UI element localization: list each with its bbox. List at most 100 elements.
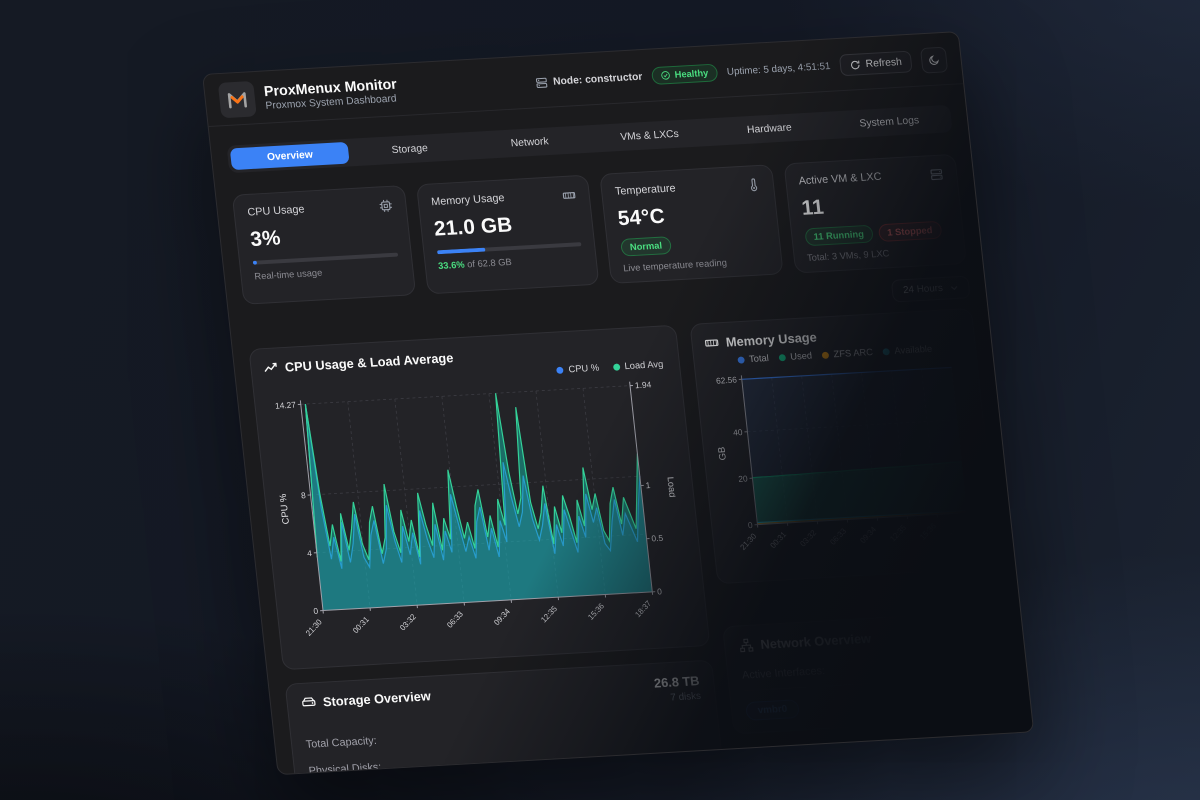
tab-network[interactable]: Network — [470, 128, 590, 156]
memory-value: 21.0 GB — [432, 213, 514, 241]
trend-up-icon — [264, 362, 277, 372]
svg-text:1: 1 — [645, 480, 651, 490]
svg-text:06:33: 06:33 — [445, 609, 465, 630]
server-stack-icon — [930, 169, 943, 181]
storage-capacity-value: 26.8 TB — [653, 673, 701, 691]
memory-card-title: Memory Usage — [430, 192, 506, 209]
svg-text:18:37: 18:37 — [633, 599, 653, 619]
tab-vms-lxcs[interactable]: VMs & LXCs — [589, 121, 709, 149]
svg-text:03:32: 03:32 — [798, 528, 818, 548]
svg-text:8: 8 — [300, 490, 306, 500]
svg-text:00:31: 00:31 — [351, 615, 371, 635]
tab-hardware[interactable]: Hardware — [709, 115, 829, 143]
memory-chart-card: Memory Usage Total Used ZFS ARC Available 0… — [689, 307, 1000, 585]
cpu-subtitle: Real-time usage — [253, 267, 323, 283]
refresh-button[interactable]: Refresh — [839, 50, 913, 77]
svg-text:0: 0 — [657, 586, 663, 596]
health-badge: Healthy — [651, 63, 719, 85]
node-info: Node: constructor — [535, 70, 643, 89]
moon-icon — [929, 55, 939, 65]
temperature-value: 54°C — [616, 204, 666, 231]
server-icon — [536, 77, 548, 88]
dashboard-window: ProxMenux Monitor Proxmox System Dashboa… — [202, 31, 1035, 776]
svg-text:20: 20 — [738, 473, 749, 484]
svg-text:12:35: 12:35 — [539, 604, 559, 625]
chevron-down-icon — [983, 590, 991, 595]
uptime-text: Uptime: 5 days, 4:51:51 — [726, 60, 832, 78]
svg-text:4: 4 — [307, 548, 313, 558]
temperature-card-title: Temperature — [614, 182, 677, 198]
svg-text:1.94: 1.94 — [634, 379, 652, 390]
cpu-icon — [379, 199, 392, 213]
network-interface-count: 2 — [982, 624, 993, 642]
memory-caption: 33.6% of 62.8 GB — [437, 257, 513, 272]
svg-text:GB: GB — [716, 447, 727, 461]
overview-panel: CPU Usage 3% Real-time usage Memory Usag… — [214, 131, 1034, 776]
svg-text:0: 0 — [313, 606, 319, 616]
network-overview-card: Network Overview 2 Active Interfaces: vm… — [722, 610, 1016, 735]
svg-text:Load: Load — [666, 476, 678, 497]
temperature-status-badge: Normal — [620, 236, 672, 257]
storage-title: Storage Overview — [322, 688, 432, 710]
time-range-select[interactable]: 24 Hours — [891, 275, 971, 303]
tab-system-logs[interactable]: System Logs — [829, 108, 949, 136]
memory-usage-card: Memory Usage 21.0 GB 33.6% of 62.8 GB — [415, 174, 600, 295]
temperature-card: Temperature 54°C Normal Live temperature… — [599, 164, 784, 284]
refresh-icon — [851, 60, 860, 69]
cpu-load-chart-card: CPU Usage & Load Average CPU % Load Avg 0… — [248, 324, 711, 671]
memchip-icon — [704, 339, 719, 347]
memory-time-range-select[interactable]: 24 Hours — [924, 579, 1004, 607]
storage-overview-card: Storage Overview 26.8 TB 7 disks Total C… — [284, 659, 724, 776]
svg-text:15:36: 15:36 — [918, 521, 938, 542]
svg-text:12:35: 12:35 — [888, 523, 908, 544]
theme-toggle-button[interactable] — [919, 46, 949, 74]
svg-text:CPU %: CPU % — [278, 493, 291, 524]
vm-card-title: Active VM & LXC — [798, 170, 883, 188]
thermometer-icon — [750, 178, 757, 192]
vm-subtitle: Total: 3 VMs, 9 LXC — [806, 248, 890, 264]
memory-progress — [436, 242, 582, 255]
memchip-icon — [562, 192, 576, 199]
brand: ProxMenux Monitor Proxmox System Dashboa… — [217, 73, 400, 119]
svg-text:40: 40 — [733, 427, 744, 438]
svg-text:00:31: 00:31 — [768, 530, 788, 550]
cpu-value: 3% — [249, 226, 282, 252]
network-icon — [740, 638, 754, 653]
svg-text:14.27: 14.27 — [274, 400, 296, 411]
cpu-card-title: CPU Usage — [246, 203, 306, 219]
svg-text:09:34: 09:34 — [858, 524, 878, 545]
svg-text:0: 0 — [747, 520, 753, 530]
cpu-load-chart: 0 4 8 14.27 0 0.5 1 1.94 21:30 00:31 03:32 06:33 09:… — [274, 379, 678, 638]
storage-disks-value: 7 disks — [669, 690, 702, 704]
hard-drive-icon — [302, 697, 316, 707]
cpu-chart-title: CPU Usage & Load Average — [284, 350, 454, 375]
chevron-down-icon — [950, 286, 958, 291]
storage-row-physical-disks: Physical Disks: — [308, 761, 382, 776]
vm-running-badge: 11 Running — [803, 224, 874, 247]
cpu-usage-card: CPU Usage 3% Real-time usage — [231, 185, 416, 305]
proxmenux-logo — [217, 80, 257, 119]
svg-text:15:36: 15:36 — [586, 601, 606, 622]
svg-text:62.56: 62.56 — [715, 375, 737, 386]
vm-stopped-badge: 1 Stopped — [877, 220, 943, 243]
topbar-right: Node: constructor Healthy Uptime: 5 days… — [534, 46, 949, 96]
svg-text:21:30: 21:30 — [738, 531, 758, 552]
temperature-subtitle: Live temperature reading — [622, 257, 728, 275]
tab-overview[interactable]: Overview — [229, 141, 351, 171]
m-logo-icon — [227, 92, 247, 109]
interface-badge[interactable]: vmbr0 — [745, 699, 801, 721]
check-circle-icon — [661, 71, 671, 80]
svg-text:21:30: 21:30 — [304, 617, 324, 638]
svg-text:03:32: 03:32 — [398, 612, 418, 632]
cpu-progress — [252, 252, 398, 265]
memory-chart: 0 20 40 62.56 21:30 00:31 03:32 06:33 09:34 12:35… — [715, 366, 968, 552]
svg-text:06:33: 06:33 — [828, 526, 848, 547]
vm-count-value: 11 — [800, 195, 826, 220]
svg-text:18:37: 18:37 — [948, 520, 968, 540]
svg-text:0.5: 0.5 — [651, 533, 664, 544]
network-title: Network Overview — [759, 630, 872, 652]
tab-storage[interactable]: Storage — [350, 135, 470, 163]
memory-chart-title: Memory Usage — [725, 329, 818, 350]
active-vm-card: Active VM & LXC 11 11 Running 1 Stopped … — [783, 153, 967, 274]
node-label: Node: constructor — [552, 70, 643, 88]
